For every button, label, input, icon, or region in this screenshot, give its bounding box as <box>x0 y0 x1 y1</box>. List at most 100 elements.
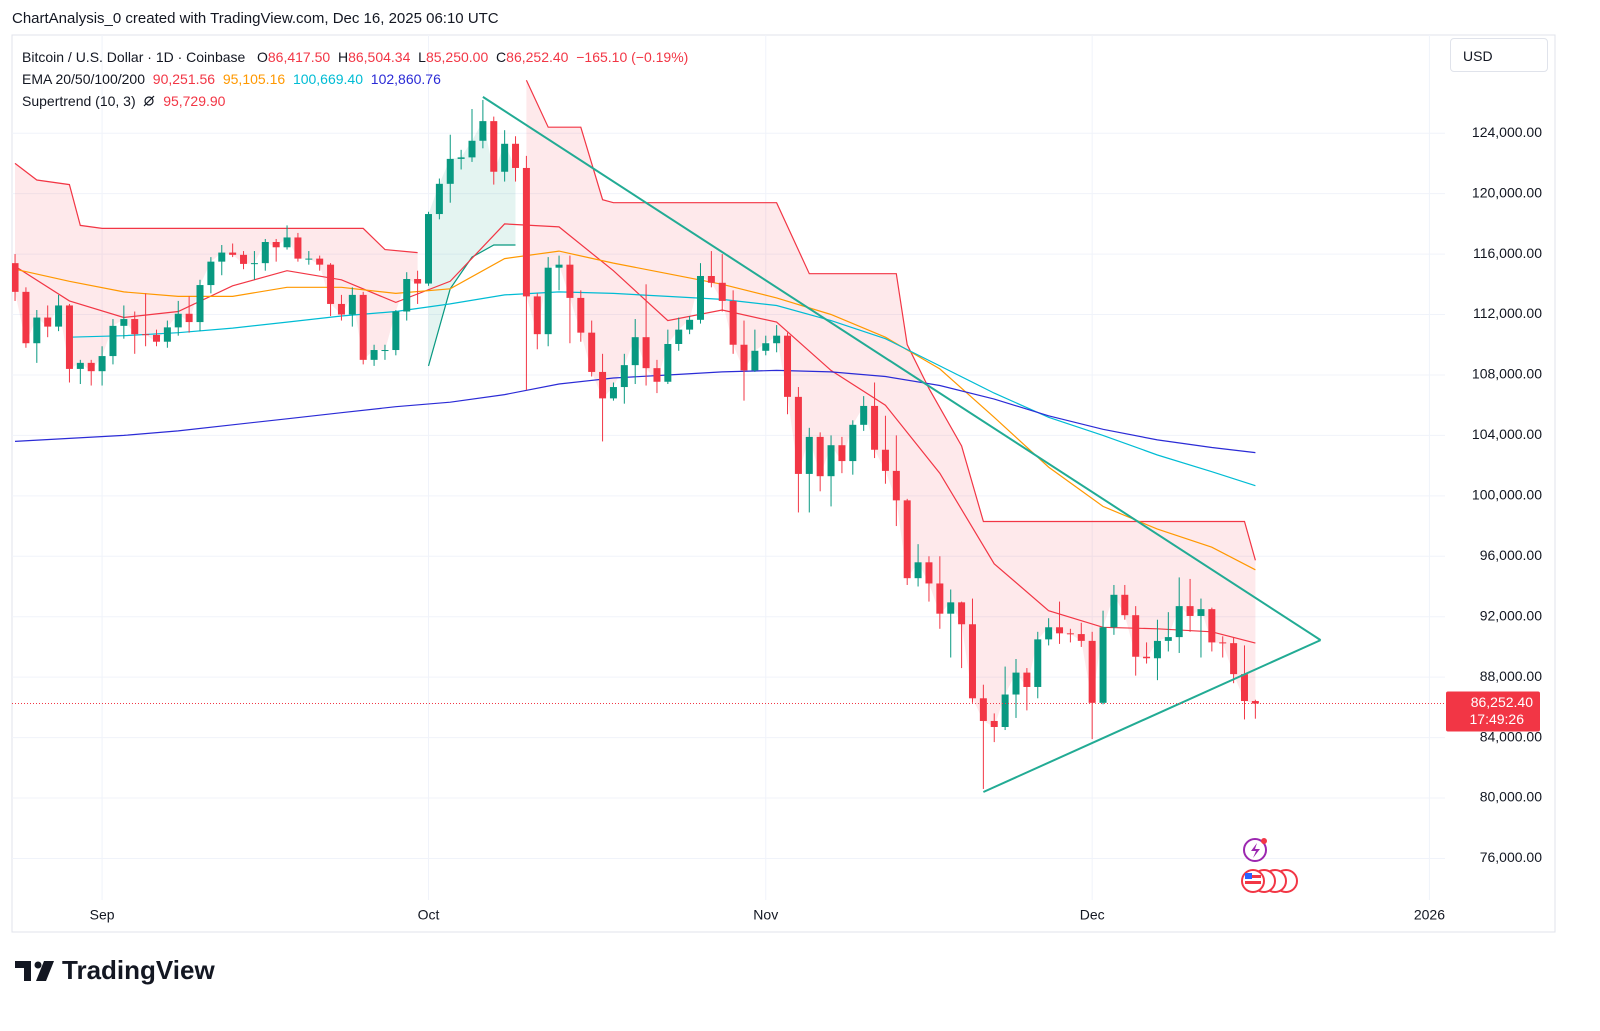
change: −165.10 <box>576 49 628 65</box>
legend-row: EMA 20/50/100/200 90,251.56 95,105.16 10… <box>22 68 688 90</box>
ema-line <box>69 291 1256 487</box>
legend-row: Bitcoin / U.S. Dollar · 1D · Coinbase O8… <box>22 46 688 68</box>
candle-body <box>1099 627 1107 703</box>
candle-body <box>871 405 879 450</box>
ema-label: EMA 20/50/100/200 <box>22 71 145 87</box>
change-pct: (−0.19%) <box>631 49 689 65</box>
y-tick-label: 124,000.00 <box>1472 124 1542 140</box>
candle-body <box>522 167 530 297</box>
candle-body <box>555 264 563 268</box>
candle-body <box>207 261 215 286</box>
candle-body <box>98 356 106 372</box>
candle-body <box>468 140 476 158</box>
candle-body <box>990 720 998 727</box>
candle-body <box>261 241 269 264</box>
ema-value: 90,251.56 <box>152 71 216 87</box>
candle-body <box>892 470 900 501</box>
candle-body <box>1219 642 1227 644</box>
x-tick-label: Nov <box>753 907 778 923</box>
candle-body <box>22 291 30 344</box>
candle-body <box>240 254 248 264</box>
candle-body <box>947 602 955 614</box>
candle-body <box>305 258 313 260</box>
candle-body <box>1034 639 1042 687</box>
candle-body <box>174 313 182 328</box>
symbol: Bitcoin / U.S. Dollar · 1D · Coinbase <box>22 49 246 65</box>
candle-body <box>1110 594 1118 628</box>
candle-body <box>664 343 672 382</box>
candle-body <box>33 317 41 344</box>
candle-body <box>631 337 639 366</box>
candle-body <box>718 282 726 301</box>
candle-body <box>392 311 400 351</box>
candle-body <box>403 279 411 312</box>
candle-body <box>1132 615 1140 657</box>
price-tag <box>1446 691 1540 732</box>
candle-body <box>337 303 345 315</box>
candle-body <box>131 319 139 335</box>
candle-body <box>294 237 302 259</box>
candle-body <box>1175 606 1183 638</box>
price-tag-countdown: 17:49:26 <box>1470 711 1525 727</box>
candle-body <box>805 436 813 474</box>
event-icons <box>1241 838 1298 893</box>
candle-body <box>152 334 160 342</box>
candle-body <box>55 305 63 327</box>
ohlc-key: L <box>418 49 426 65</box>
candle-body <box>588 332 596 372</box>
x-tick-label: Dec <box>1080 907 1105 923</box>
candle-body <box>653 368 661 382</box>
candle-body <box>316 258 324 265</box>
candle-body <box>1153 640 1161 659</box>
candle-body <box>1001 694 1009 727</box>
ema-value: 95,105.16 <box>222 71 286 87</box>
currency-button[interactable]: USD <box>1450 38 1548 72</box>
hide-icon[interactable] <box>143 95 155 107</box>
candle-body <box>65 305 73 369</box>
y-tick-label: 80,000.00 <box>1480 789 1542 805</box>
candle-body <box>424 214 432 284</box>
candle-body <box>1121 594 1129 616</box>
candle-body <box>707 275 715 283</box>
y-tick-label: 112,000.00 <box>1473 305 1542 321</box>
candle-body <box>609 387 617 399</box>
candle-body <box>762 343 770 351</box>
candle-body <box>675 329 683 344</box>
grid <box>12 35 1445 900</box>
y-tick-label: 116,000.00 <box>1473 245 1542 261</box>
candle-body <box>348 294 356 315</box>
candle-body <box>838 445 846 462</box>
candle-body <box>827 445 835 477</box>
x-tick-label: 2026 <box>1414 907 1445 923</box>
candle-body <box>250 263 258 265</box>
axes: 76,000.00 80,000.00 84,000.00 88,000.00 92,0… <box>90 124 1543 923</box>
ohlc-value: 85,250.00 <box>425 49 489 65</box>
candle-body <box>196 285 204 323</box>
ema-line <box>14 250 1256 571</box>
x-tick-label: Oct <box>418 907 440 923</box>
candle-body <box>979 698 987 721</box>
candle-body <box>163 327 171 342</box>
candle-body <box>359 294 367 360</box>
candle-body <box>381 350 389 352</box>
candle-body <box>903 500 911 579</box>
candle-body <box>1230 643 1238 675</box>
candle-body <box>936 583 944 614</box>
candle-body <box>773 335 781 344</box>
candle-body <box>446 158 454 184</box>
logo-mark <box>36 961 54 981</box>
y-tick-label: 84,000.00 <box>1480 728 1542 744</box>
supertrend-value: 95,729.90 <box>163 93 226 109</box>
candle-body <box>229 252 237 255</box>
candle-body <box>740 344 748 371</box>
candle-body <box>1045 627 1053 640</box>
supertrend-line <box>525 80 1256 561</box>
candle-body <box>860 405 868 425</box>
candle-body <box>577 297 585 333</box>
supertrend-line <box>14 162 418 254</box>
candle-body <box>794 396 802 474</box>
event-icon-bolt <box>1251 843 1260 858</box>
candle-body <box>12 263 19 292</box>
